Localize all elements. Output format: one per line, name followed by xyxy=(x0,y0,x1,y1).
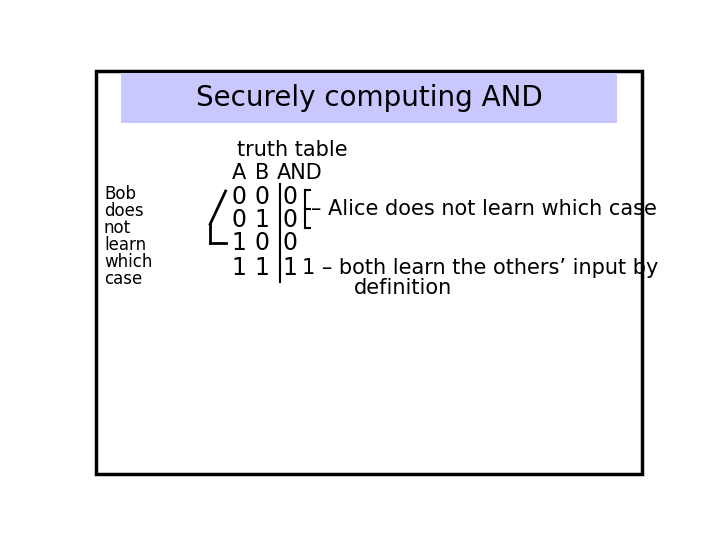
FancyBboxPatch shape xyxy=(96,71,642,475)
Text: 1: 1 xyxy=(255,256,269,280)
Text: 1: 1 xyxy=(231,256,246,280)
Text: 1 – both learn the others’ input by: 1 – both learn the others’ input by xyxy=(302,258,658,278)
Text: 0: 0 xyxy=(282,185,297,209)
Text: Securely computing AND: Securely computing AND xyxy=(196,84,542,112)
Text: 0: 0 xyxy=(231,185,246,209)
Text: which: which xyxy=(104,253,153,271)
Text: Bob: Bob xyxy=(104,185,136,203)
Text: 1: 1 xyxy=(255,208,269,232)
FancyBboxPatch shape xyxy=(121,72,617,123)
Text: A: A xyxy=(232,163,246,183)
Text: truth table: truth table xyxy=(238,139,348,159)
Text: case: case xyxy=(104,270,142,288)
Text: does: does xyxy=(104,202,143,220)
Text: 1: 1 xyxy=(282,256,297,280)
Text: 1: 1 xyxy=(231,232,246,255)
Text: not: not xyxy=(104,219,131,237)
Text: 0: 0 xyxy=(282,208,297,232)
Text: 0: 0 xyxy=(255,185,269,209)
Text: B: B xyxy=(255,163,269,183)
Text: 0: 0 xyxy=(282,232,297,255)
Text: 0: 0 xyxy=(231,208,246,232)
Text: 0: 0 xyxy=(255,232,269,255)
Text: AND: AND xyxy=(276,163,322,183)
Text: learn: learn xyxy=(104,236,146,254)
Text: definition: definition xyxy=(354,278,451,298)
Text: – Alice does not learn which case: – Alice does not learn which case xyxy=(311,199,657,219)
